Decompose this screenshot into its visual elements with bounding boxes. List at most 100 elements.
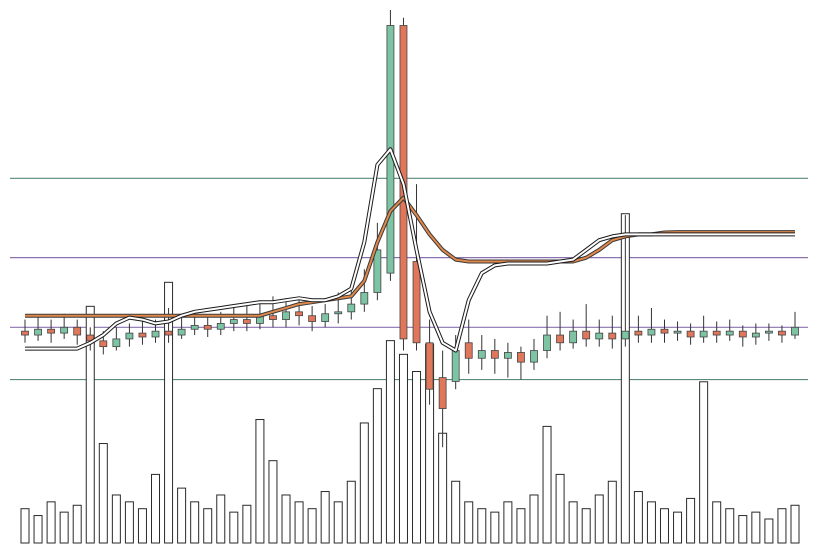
volume-bar bbox=[359, 422, 369, 544]
volume-bar bbox=[438, 432, 448, 544]
volume-bar bbox=[738, 515, 748, 544]
candle-body bbox=[360, 292, 369, 305]
volume-bar bbox=[412, 371, 422, 544]
candle-body bbox=[634, 330, 643, 336]
candle-body bbox=[321, 313, 330, 322]
volume-bar bbox=[712, 501, 722, 544]
volume-bar bbox=[555, 473, 565, 544]
candle-body bbox=[125, 332, 134, 340]
volume-bar bbox=[229, 511, 239, 544]
candle-body bbox=[451, 350, 460, 382]
candle-body bbox=[21, 330, 29, 336]
volume-bar bbox=[620, 213, 630, 544]
candle-body bbox=[73, 326, 82, 336]
volume-bar bbox=[98, 443, 108, 544]
volume-bar bbox=[398, 353, 408, 544]
volume-bar bbox=[725, 508, 735, 544]
candle-body bbox=[34, 328, 42, 336]
volume-bar bbox=[568, 501, 578, 544]
candle-body bbox=[177, 328, 186, 336]
candle-body bbox=[517, 352, 525, 363]
candle-body bbox=[308, 315, 317, 322]
volume-bar bbox=[490, 511, 500, 544]
candle-body bbox=[60, 326, 69, 334]
candle-body bbox=[242, 319, 251, 324]
candle-body bbox=[582, 330, 591, 340]
volume-bar bbox=[346, 480, 356, 544]
volume-bar bbox=[385, 340, 395, 544]
candle-body bbox=[438, 377, 447, 409]
volume-bar bbox=[659, 508, 669, 544]
volume-bar bbox=[203, 508, 213, 544]
candle-body bbox=[138, 332, 147, 338]
volume-bar bbox=[177, 487, 187, 544]
volume-bar bbox=[777, 508, 787, 544]
volume-bar bbox=[581, 508, 591, 544]
volume-bar bbox=[477, 508, 487, 544]
candle-body bbox=[621, 330, 630, 340]
candle-body bbox=[151, 330, 160, 338]
candle-body bbox=[203, 324, 212, 330]
candle-body bbox=[738, 330, 747, 338]
candle-body bbox=[791, 326, 799, 336]
volume-bar bbox=[542, 425, 552, 544]
volume-bar bbox=[164, 281, 174, 544]
candle-body bbox=[190, 324, 199, 330]
volume-bar bbox=[633, 491, 643, 544]
volume-bar bbox=[294, 501, 304, 544]
candle-body bbox=[282, 311, 290, 320]
candle-body bbox=[778, 330, 786, 336]
candle-body bbox=[764, 330, 773, 334]
candle-body bbox=[334, 311, 343, 315]
volume-bar bbox=[85, 305, 95, 544]
volume-bar bbox=[686, 497, 696, 544]
candle-body bbox=[686, 330, 695, 338]
candle-body bbox=[477, 350, 486, 359]
volume-bar bbox=[790, 504, 800, 544]
volume-bar bbox=[607, 480, 617, 544]
candle-body bbox=[595, 332, 604, 340]
volume-bar bbox=[764, 518, 774, 544]
volume-bar bbox=[72, 504, 82, 544]
volume-bar bbox=[673, 511, 683, 544]
volume-bar bbox=[255, 419, 265, 544]
volume-bar bbox=[20, 508, 30, 544]
candle-body bbox=[216, 323, 225, 330]
candle-body bbox=[99, 340, 108, 348]
volume-bar bbox=[151, 473, 161, 544]
candle-body bbox=[608, 332, 617, 340]
candle-body bbox=[725, 330, 734, 336]
candle-body bbox=[412, 261, 421, 344]
candle-body bbox=[295, 311, 303, 317]
candle-body bbox=[464, 342, 473, 359]
volume-bar bbox=[372, 388, 382, 544]
candle-body bbox=[530, 350, 538, 363]
volume-bar bbox=[594, 494, 604, 544]
candle-body bbox=[112, 338, 121, 348]
volume-bar bbox=[111, 494, 121, 544]
candle-body bbox=[543, 334, 551, 351]
volume-bar bbox=[333, 501, 343, 544]
candle-body bbox=[269, 315, 277, 320]
candle-body bbox=[47, 328, 56, 334]
candle-body bbox=[164, 330, 173, 336]
candle-body bbox=[425, 342, 434, 390]
volume-bar bbox=[320, 491, 330, 544]
volume-bar bbox=[516, 508, 526, 544]
candle-body bbox=[503, 352, 512, 359]
volume-bar bbox=[124, 501, 134, 544]
candle-body bbox=[699, 330, 708, 338]
volume-bar bbox=[190, 501, 200, 544]
candle-body bbox=[673, 330, 682, 334]
volume-bar bbox=[46, 501, 56, 544]
candle-body bbox=[373, 249, 382, 293]
volume-bar bbox=[59, 511, 69, 544]
volume-bar bbox=[464, 501, 474, 544]
candle-body bbox=[229, 319, 238, 324]
candle-body bbox=[751, 332, 760, 338]
volume-bar bbox=[529, 494, 539, 544]
volume-bar bbox=[268, 460, 278, 544]
ma-line bbox=[25, 148, 795, 352]
volume-bar bbox=[216, 494, 226, 544]
candle-body bbox=[712, 330, 721, 336]
